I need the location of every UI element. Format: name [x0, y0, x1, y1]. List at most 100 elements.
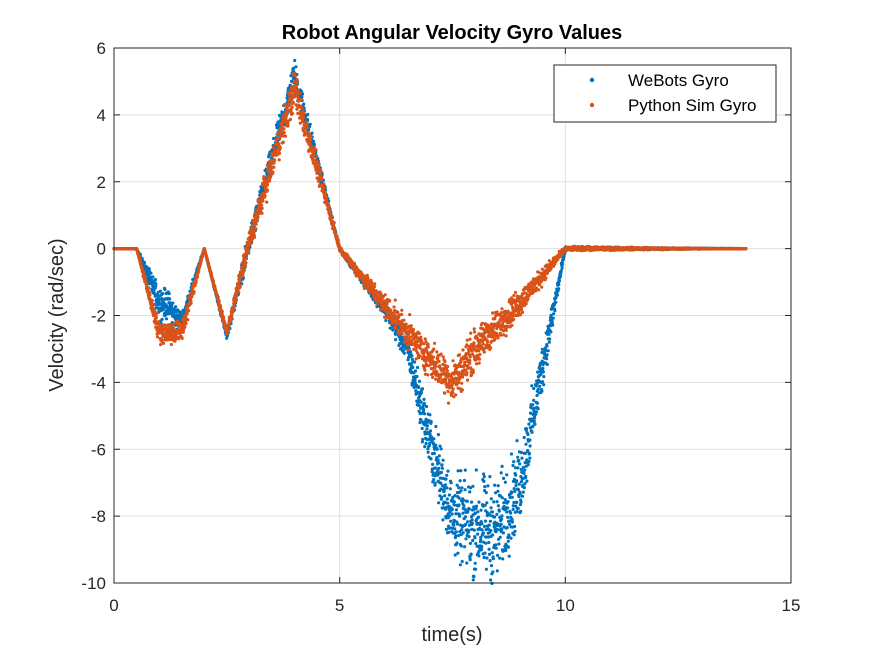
- data-point: [423, 445, 427, 449]
- data-point: [265, 163, 269, 167]
- data-point: [225, 336, 229, 340]
- data-point: [485, 501, 489, 505]
- data-point: [180, 336, 184, 340]
- data-point: [510, 517, 514, 522]
- data-point: [243, 264, 247, 268]
- data-point: [287, 104, 291, 108]
- data-point: [463, 488, 467, 492]
- data-point: [495, 500, 499, 504]
- data-point: [329, 215, 333, 219]
- data-point: [296, 89, 300, 93]
- data-point: [453, 494, 457, 498]
- data-point: [431, 462, 435, 466]
- data-point: [468, 541, 472, 546]
- data-point: [520, 451, 524, 455]
- data-point: [438, 476, 442, 480]
- data-point: [493, 515, 497, 519]
- data-point: [515, 479, 519, 483]
- data-point: [533, 416, 537, 420]
- data-point: [366, 276, 370, 280]
- data-point: [428, 429, 433, 433]
- data-point: [400, 335, 404, 339]
- data-point: [523, 482, 527, 486]
- data-point: [533, 422, 537, 426]
- data-point: [300, 92, 305, 96]
- data-point: [487, 523, 491, 527]
- data-point: [471, 484, 475, 488]
- data-point: [439, 447, 443, 451]
- data-point: [430, 435, 434, 439]
- data-point: [484, 491, 488, 495]
- data-point: [312, 143, 316, 147]
- data-point: [541, 370, 545, 374]
- data-points: [112, 58, 748, 586]
- data-point: [493, 483, 497, 487]
- data-point: [437, 501, 441, 505]
- data-point: [169, 342, 173, 347]
- data-point: [444, 477, 448, 481]
- data-point: [487, 552, 492, 556]
- data-point: [317, 163, 321, 167]
- data-point: [428, 441, 432, 445]
- data-point: [443, 483, 448, 487]
- data-point: [447, 493, 451, 497]
- data-point: [195, 275, 199, 279]
- data-point: [440, 495, 444, 499]
- data-point: [486, 484, 490, 488]
- data-point: [481, 531, 485, 535]
- data-point: [539, 372, 543, 376]
- data-point: [425, 418, 429, 422]
- data-point: [410, 354, 414, 358]
- data-point: [457, 496, 461, 500]
- data-point: [147, 267, 151, 271]
- data-point: [514, 473, 518, 477]
- data-point: [479, 508, 483, 512]
- data-point: [527, 451, 532, 455]
- data-point: [454, 534, 458, 538]
- data-point: [294, 65, 298, 69]
- data-point: [148, 290, 152, 294]
- data-point: [526, 432, 530, 436]
- data-point: [445, 473, 449, 477]
- data-point: [271, 145, 275, 150]
- data-point: [517, 482, 521, 486]
- data-point: [461, 511, 465, 515]
- data-point: [463, 545, 467, 549]
- data-point: [176, 337, 181, 341]
- data-point: [157, 323, 161, 327]
- data-point: [474, 567, 478, 571]
- data-point: [515, 510, 519, 514]
- data-point: [150, 298, 154, 303]
- data-point: [309, 144, 313, 148]
- data-point: [511, 504, 515, 508]
- data-point: [272, 161, 276, 165]
- data-point: [496, 489, 500, 493]
- data-point: [417, 409, 421, 413]
- data-point: [545, 344, 549, 348]
- data-point: [277, 151, 282, 155]
- data-point: [299, 97, 303, 102]
- data-point: [442, 489, 446, 493]
- data-point: [542, 375, 546, 379]
- data-point: [489, 578, 493, 582]
- data-point: [516, 466, 520, 470]
- data-point: [460, 528, 464, 532]
- data-point: [394, 338, 398, 342]
- data-point: [231, 310, 235, 314]
- data-point: [535, 401, 540, 405]
- data-point: [171, 301, 175, 305]
- data-point: [283, 134, 288, 138]
- data-point: [468, 558, 472, 562]
- data-point: [454, 530, 458, 534]
- data-point: [151, 302, 155, 306]
- data-point: [260, 203, 264, 207]
- data-point: [500, 496, 504, 500]
- data-point: [496, 484, 500, 488]
- data-point: [161, 292, 165, 296]
- data-point: [505, 510, 509, 514]
- data-point: [420, 440, 424, 444]
- data-point: [474, 468, 478, 472]
- data-point: [157, 320, 161, 324]
- data-point: [557, 287, 561, 291]
